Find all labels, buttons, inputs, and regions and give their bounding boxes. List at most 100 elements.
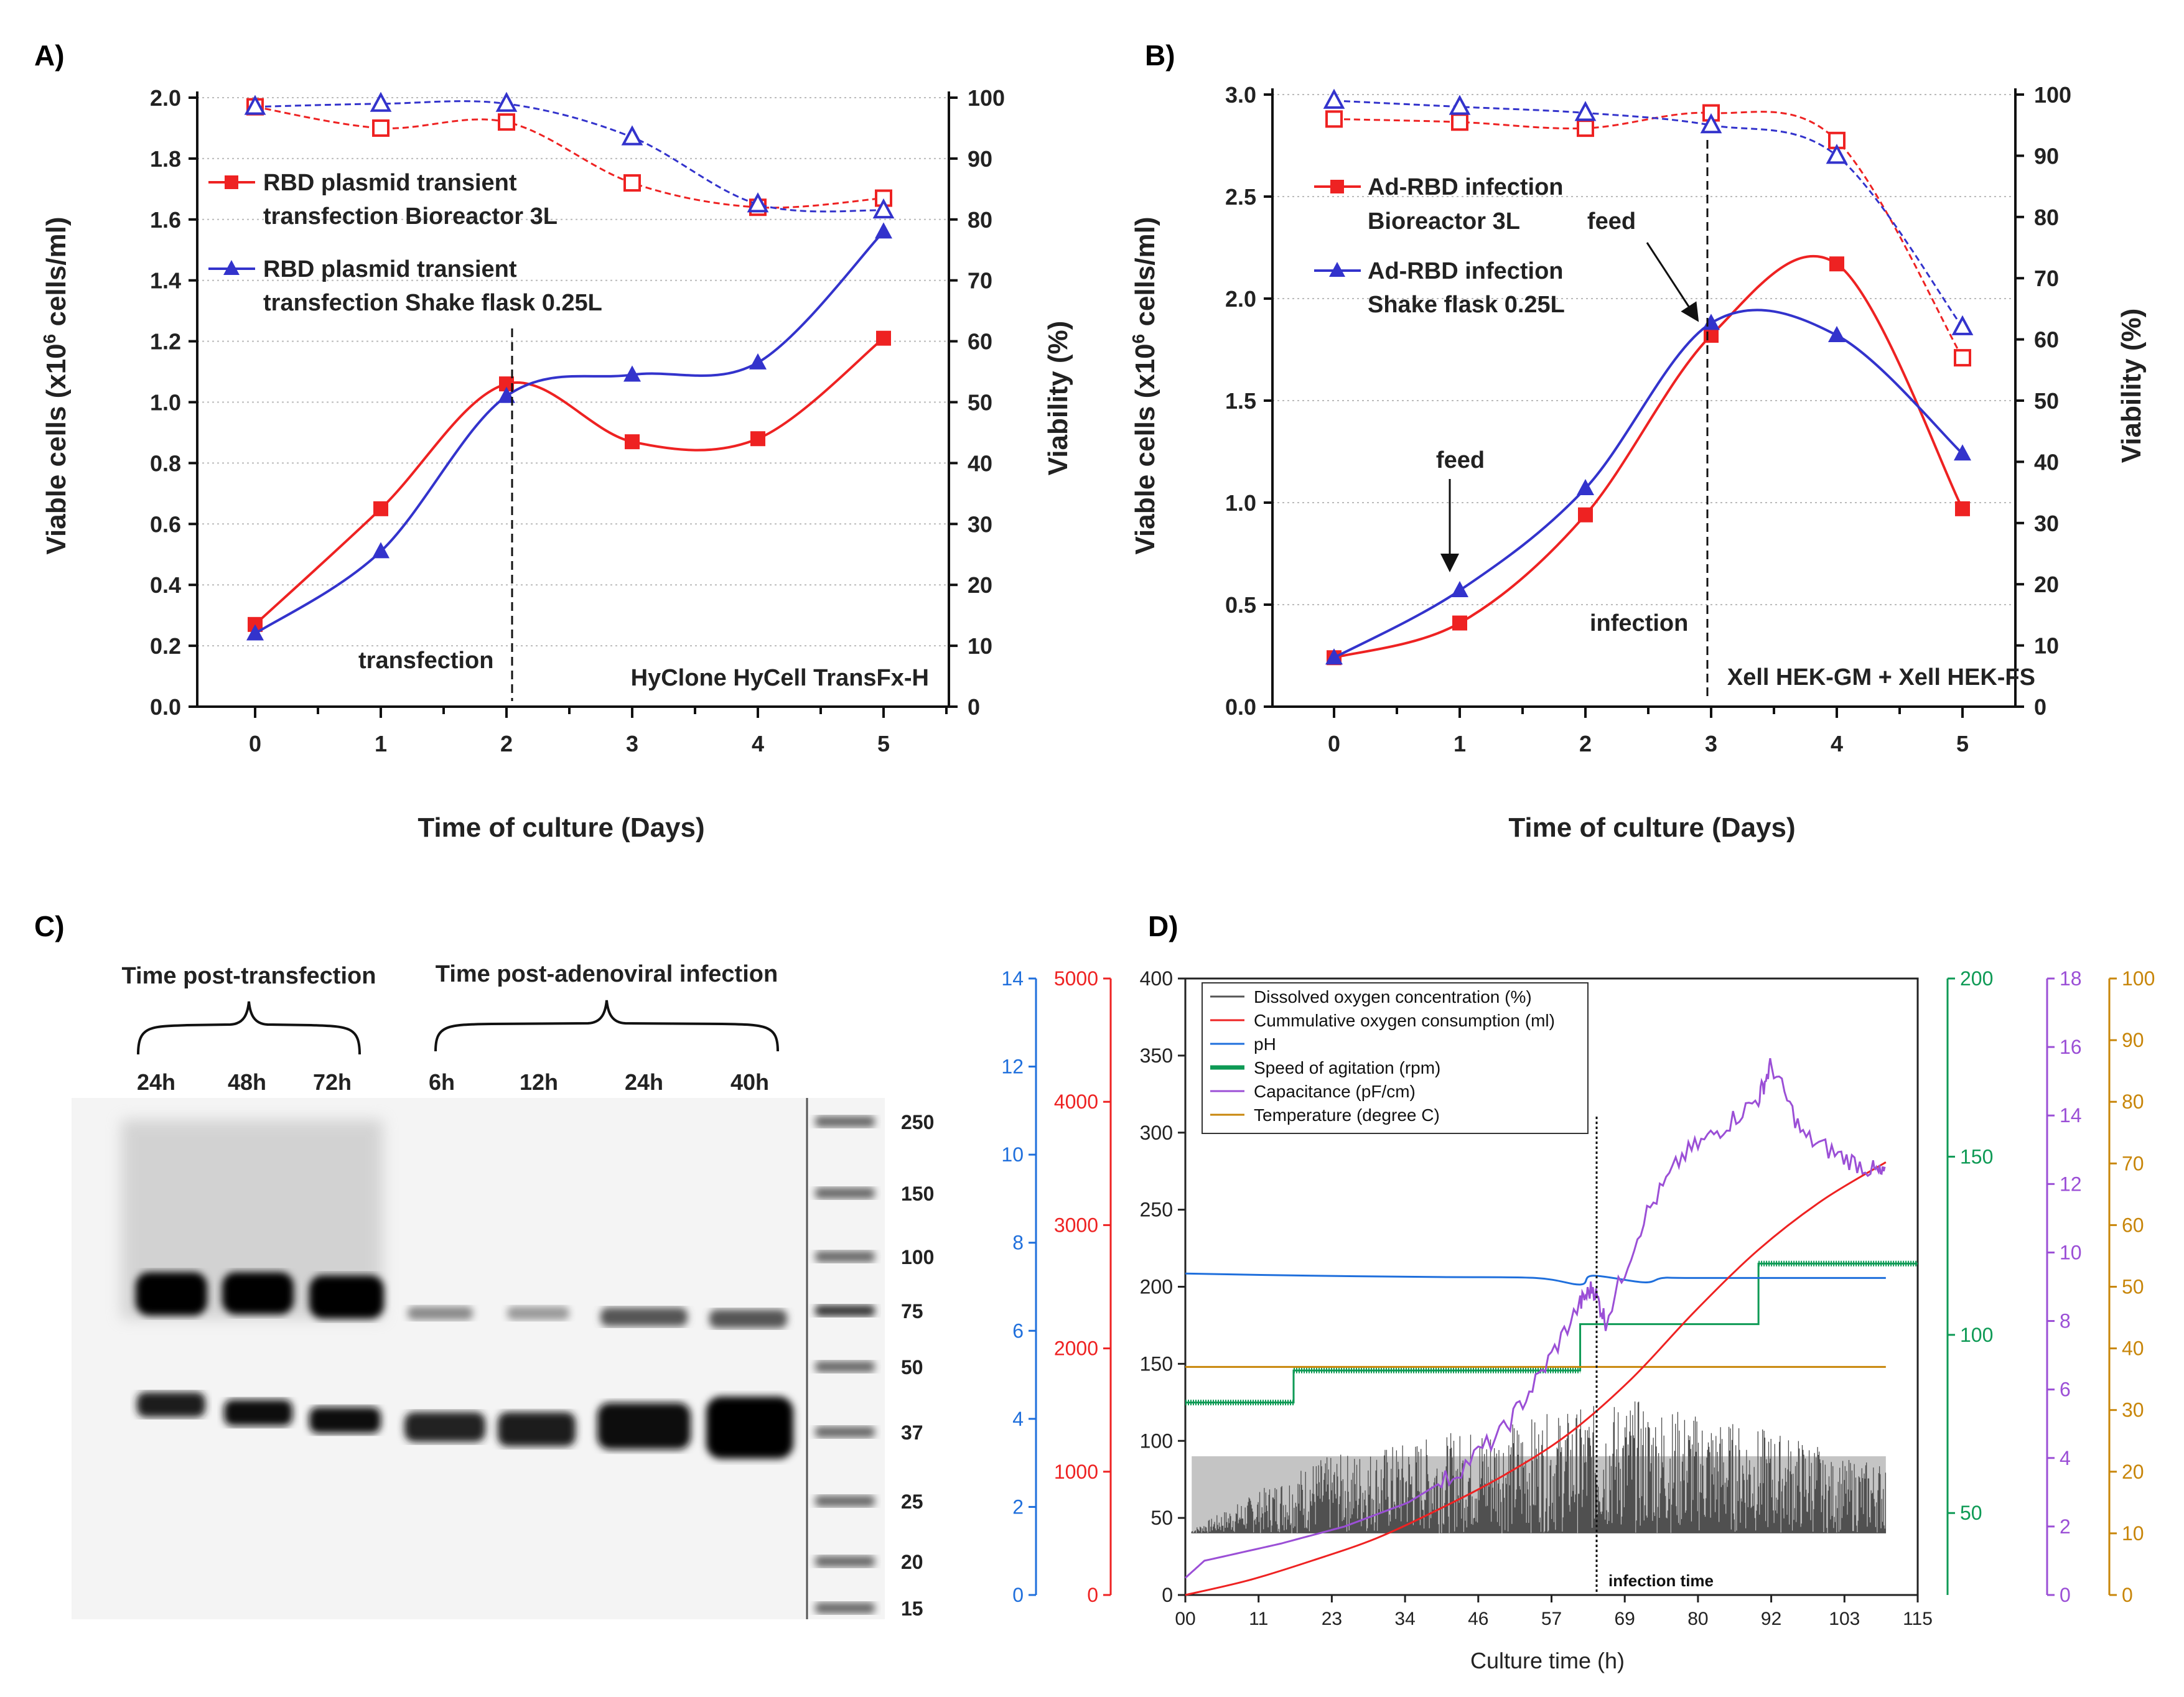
- tick-label-ph: 12: [1001, 1056, 1024, 1078]
- panel-a-transfection-label: transfection: [358, 648, 493, 674]
- panel-b-infection-label: infection: [1590, 610, 1688, 636]
- tick-label-dissolved_oxygen: 0: [1162, 1584, 1173, 1606]
- data-point-triangle-open: [1574, 101, 1597, 121]
- y-tick-label: 1.5: [1225, 388, 1256, 414]
- ladder-label: 250: [901, 1111, 934, 1133]
- data-point-triangle: [246, 624, 264, 641]
- panel-b-ylabel: Viable cells (x106 cells/ml): [1129, 216, 1160, 554]
- lane-label: 6h: [429, 1069, 455, 1095]
- y-tick-label: 1.4: [150, 268, 181, 294]
- panel-a-legend-1-line1: RBD plasmid transient: [263, 170, 517, 196]
- ladder-band: [815, 1116, 875, 1127]
- panel-d-legend-box: [1202, 982, 1589, 1134]
- series-line-1: [1333, 309, 1964, 659]
- series-capacitance: [1185, 1058, 1886, 1579]
- data-point-triangle-open: [1951, 315, 1974, 335]
- band-6h-infection-75: [408, 1306, 473, 1320]
- panel-b-feed-arrow-2: [1646, 242, 1699, 322]
- y-tick-label: 3.0: [1225, 82, 1256, 108]
- y-tick-label: 0.0: [1225, 694, 1256, 720]
- tick-label-ph: 10: [1001, 1143, 1024, 1166]
- panel-b-axes: 0.00.51.01.52.02.53.00102030405060708090…: [1225, 82, 2071, 756]
- ladder-label: 37: [901, 1421, 923, 1444]
- tick-label-temperature: 70: [2122, 1152, 2144, 1174]
- ladder-band: [815, 1251, 875, 1262]
- tick-label-oxygen_consumption: 2000: [1054, 1337, 1098, 1360]
- panel-b-grid: [1272, 94, 2015, 605]
- series-line-1: [254, 230, 885, 635]
- panel-a-legend-2-line2: transfection Shake flask 0.25L: [263, 290, 602, 316]
- data-point-square-open: [1954, 349, 1971, 367]
- data-point-square-open: [1577, 119, 1594, 137]
- y2-tick-label: 70: [2034, 266, 2059, 291]
- series-ph: [1185, 1272, 1886, 1286]
- data-point-triangle: [1577, 479, 1594, 496]
- band-48h-transfection-75: [222, 1272, 294, 1314]
- panel-a-y2label: Viability (%): [1043, 321, 1073, 476]
- series-line-0: [254, 337, 885, 626]
- x-tick-label: 23: [1322, 1609, 1342, 1629]
- panel-c-brace-2: [434, 1000, 779, 1052]
- tick-label-capacitance: 8: [2060, 1310, 2071, 1332]
- panel-a-ylabel: Viable cells (x106 cells/ml): [40, 216, 72, 554]
- band-24h-transfection-37: [137, 1392, 205, 1417]
- x-tick-label: 3: [1705, 731, 1717, 756]
- legend-square-marker: [225, 175, 238, 189]
- band-40h-infection-75: [709, 1309, 787, 1328]
- tick-label-agitation: 200: [1960, 967, 1993, 990]
- data-point-triangle-open: [244, 95, 266, 115]
- y-tick-label: 0.5: [1225, 592, 1256, 618]
- tick-label-capacitance: 12: [2060, 1173, 2082, 1195]
- panel-b-series: [1323, 88, 1974, 666]
- panel-b: B) 0.00.51.01.52.02.53.00102030405060708…: [1129, 39, 2147, 843]
- y2-tick-label: 10: [968, 633, 992, 659]
- y2-tick-label: 60: [968, 329, 992, 355]
- panel-b-feed-label-2: feed: [1587, 208, 1636, 235]
- x-tick-label: 115: [1903, 1609, 1933, 1629]
- panel-b-medium-label: Xell HEK-GM + Xell HEK-FS: [1727, 664, 2035, 690]
- tick-label-capacitance: 16: [2060, 1036, 2082, 1058]
- ladder-label: 25: [901, 1490, 923, 1513]
- y-tick-label: 2.0: [150, 85, 181, 111]
- y2-tick-label: 30: [968, 511, 992, 537]
- ladder-label: 50: [901, 1356, 923, 1379]
- data-point-square: [1704, 328, 1719, 343]
- tick-label-capacitance: 14: [2060, 1104, 2082, 1127]
- data-point-triangle: [1325, 648, 1343, 665]
- panel-c-brace-1: [137, 1001, 361, 1055]
- tick-label-capacitance: 4: [2060, 1447, 2071, 1469]
- panel-b-legend: Ad-RBD infection Bioreactor 3L Ad-RBD in…: [1314, 174, 1565, 318]
- legend-square-marker: [1330, 180, 1344, 193]
- legend-triangle-marker: [1329, 262, 1345, 277]
- band-72h-transfection-75: [309, 1275, 384, 1319]
- tick-label-ph: 14: [1001, 967, 1024, 990]
- ladder-label: 150: [901, 1183, 934, 1205]
- data-point-triangle-open: [370, 91, 392, 112]
- tick-label-ph: 2: [1012, 1495, 1024, 1518]
- panel-b-feed-label-1: feed: [1436, 447, 1485, 473]
- y2-tick-label: 10: [2034, 633, 2059, 659]
- data-point-triangle: [1828, 326, 1846, 343]
- series-agitation: [1185, 1262, 1918, 1404]
- data-point-triangle: [498, 386, 515, 403]
- y-tick-label: 1.2: [150, 329, 181, 355]
- panel-a: A) 0.00.20.40.60.81.01.21.41.61.82.00102…: [34, 39, 1073, 843]
- tick-label-oxygen_consumption: 0: [1087, 1584, 1098, 1606]
- data-point-square: [1829, 256, 1844, 272]
- series-dissolved-oxygen: [1191, 1401, 1887, 1533]
- panel-d-letter: D): [1148, 910, 1178, 942]
- band-12h-infection-37: [498, 1412, 576, 1446]
- tick-label-ph: 0: [1012, 1584, 1024, 1606]
- ladder-label: 100: [901, 1246, 934, 1268]
- series-oxygen-consumption: [1185, 1161, 1887, 1596]
- data-point-square-open: [1325, 110, 1343, 128]
- y-tick-label: 0.4: [150, 572, 181, 598]
- tick-label-temperature: 40: [2122, 1337, 2144, 1360]
- panel-c: C) Time post-transfection Time post-aden…: [34, 910, 934, 1620]
- x-tick-label: 0: [1328, 731, 1340, 756]
- data-point-square-open: [1451, 113, 1468, 131]
- legend-label: Speed of agitation (rpm): [1254, 1058, 1440, 1077]
- series-line-3: [1333, 100, 1964, 328]
- band-6h-infection-37: [404, 1412, 485, 1442]
- x-tick-label: 0: [249, 731, 261, 756]
